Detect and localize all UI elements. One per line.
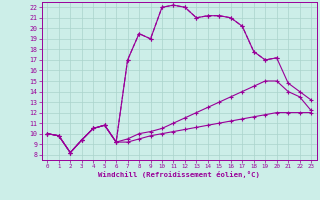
X-axis label: Windchill (Refroidissement éolien,°C): Windchill (Refroidissement éolien,°C)	[98, 171, 260, 178]
